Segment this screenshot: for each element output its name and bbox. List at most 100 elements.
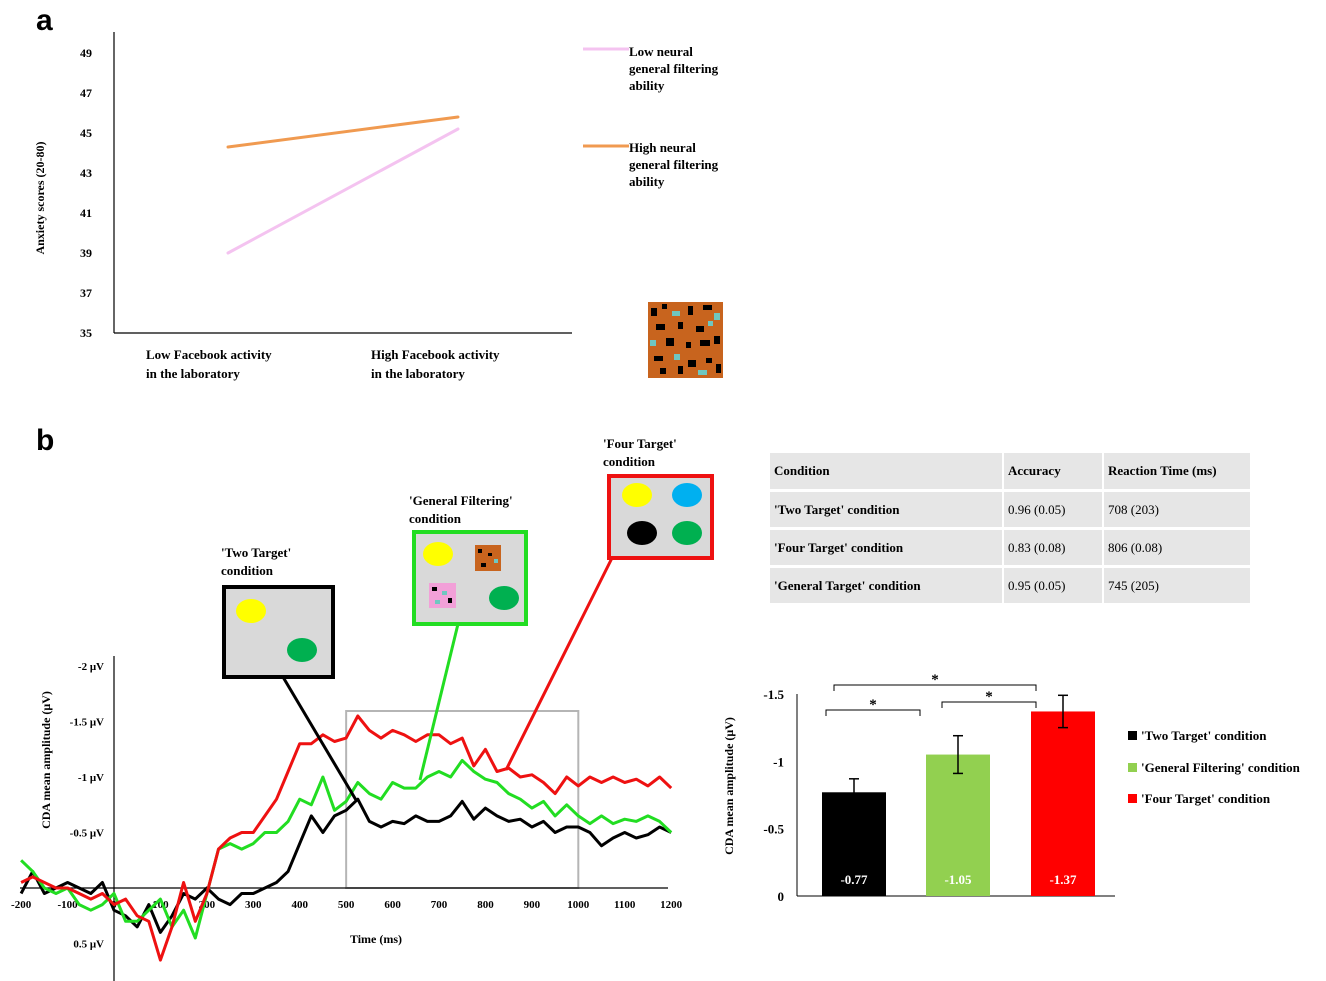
stimulus-box-two-target: [222, 585, 335, 679]
x-tick-label: 900: [524, 899, 541, 911]
table-cell: 'Two Target' condition: [770, 490, 1004, 530]
cda-waveform-chart: -200 -100 0 100 200 300 400 500 600 700 800 900 1000…: [11, 436, 714, 981]
panel-letter-a: a: [36, 4, 53, 37]
black-disc: [627, 521, 657, 545]
panel-letter-b: b: [36, 424, 55, 457]
significance-bracket: [833, 684, 1037, 691]
x-tick-label: 400: [291, 899, 308, 911]
orange-distractor-square: [475, 545, 501, 571]
x-category-label-high-line2: in the laboratory: [371, 366, 465, 381]
y-tick-label: -1.5 μV: [70, 717, 104, 729]
table-cell: 708 (203): [1103, 490, 1252, 530]
x-tick-label: -200: [11, 899, 32, 911]
y-axis-label: CDA mean amplitude (μV): [39, 691, 53, 829]
waveform-general-filtering: [20, 758, 673, 940]
x-category-label-high-line1: High Facebook activity: [371, 347, 500, 362]
stimulus-title-four-target: 'Four Target': [603, 436, 677, 451]
y-tick-label: 47: [80, 86, 92, 100]
table-row: 'Four Target' condition 0.83 (0.08) 806 …: [770, 528, 1252, 568]
y-tick-label: -2 μV: [78, 661, 104, 673]
x-tick-label: 600: [384, 899, 401, 911]
x-axis-label: Time (ms): [350, 932, 402, 946]
legend-label: 'General Filtering' condition: [1141, 760, 1301, 775]
bar: [1031, 711, 1095, 896]
x-tick-label: 300: [245, 899, 262, 911]
y-tick-label: 41: [80, 206, 92, 220]
significance-bracket: [825, 709, 921, 716]
table-header-row: Condition Accuracy Reaction Time (ms): [770, 453, 1252, 492]
x-tick-label: 500: [338, 899, 355, 911]
legend-swatch: [1128, 731, 1137, 740]
y-tick-label: 0: [778, 889, 785, 904]
bar-value-label: -0.77: [840, 872, 868, 887]
table-cell: 806 (0.08): [1103, 528, 1252, 568]
x-tick-label: 800: [477, 899, 494, 911]
y-axis-label: Anxiety scores (20-80): [33, 141, 47, 254]
waveform-two-target: [19, 797, 672, 934]
table-cell: 'Four Target' condition: [770, 528, 1004, 568]
connector-general-filtering: [418, 623, 460, 781]
table-header: Reaction Time (ms): [1103, 453, 1252, 492]
table-cell: 'General Target' condition: [770, 566, 1004, 606]
series-line-low-filtering: [226, 127, 460, 255]
significance-bracket: [941, 701, 1037, 708]
x-tick-label: 1200: [660, 899, 683, 911]
yellow-disc: [423, 542, 453, 566]
y-tick-label: -1 μV: [78, 772, 104, 784]
stimulus-box-general-filtering: [412, 530, 528, 626]
green-disc: [489, 586, 519, 610]
bar-value-label: -1.37: [1049, 872, 1077, 887]
connector-two-target: [281, 676, 358, 801]
y-axis-label: CDA mean amplitude (μV): [722, 717, 736, 855]
stimulus-box-four-target: [607, 474, 714, 560]
series-line-high-filtering: [226, 115, 460, 149]
green-disc: [672, 521, 702, 545]
table-row: 'General Target' condition 0.95 (0.05) 7…: [770, 566, 1252, 606]
legend-swatch: [1128, 763, 1137, 772]
table-cell: 0.83 (0.08): [1003, 528, 1104, 568]
stimulus-title-four-target-line2: condition: [603, 454, 656, 469]
y-tick-label: -0.5: [763, 822, 784, 837]
legend-label-low-filtering: Low neural general filtering ability: [629, 44, 719, 93]
legend-label: 'Two Target' condition: [1141, 728, 1267, 743]
bar: [926, 754, 990, 896]
y-tick-label: 35: [80, 326, 92, 340]
table-header: Condition: [770, 453, 1004, 492]
waveform-four-target: [20, 714, 673, 962]
significance-star: *: [931, 672, 939, 688]
stimulus-title-two-target-line2: condition: [221, 563, 274, 578]
cda-bar-chart: 0 -0.5 -1 -1.5 CDA mean amplitude (μV) -0.7…: [722, 672, 1301, 904]
significance-star: *: [985, 689, 993, 705]
y-tick-label: -1.5: [763, 687, 784, 702]
legend-swatch: [1128, 794, 1137, 803]
blue-disc: [672, 483, 702, 507]
connector-four-target: [504, 557, 614, 771]
yellow-disc: [236, 599, 266, 623]
results-table: Condition Accuracy Reaction Time (ms) 'T…: [770, 453, 1252, 606]
table-cell: 745 (205): [1103, 566, 1252, 606]
y-tick-label: 39: [80, 246, 92, 260]
table-header: Accuracy: [1003, 453, 1104, 492]
y-tick-label: 49: [80, 46, 92, 60]
x-tick-label: 1100: [614, 899, 636, 911]
significance-star: *: [869, 697, 877, 713]
legend-label-high-filtering: High neural general filtering ability: [629, 140, 719, 189]
filtering-stimulus-image: [648, 302, 723, 378]
x-tick-label: 1000: [567, 899, 590, 911]
x-category-label-low-line1: Low Facebook activity: [146, 347, 272, 362]
table-row: 'Two Target' condition 0.96 (0.05) 708 (…: [770, 490, 1252, 530]
table-cell: 0.95 (0.05): [1003, 566, 1104, 606]
yellow-disc: [622, 483, 652, 507]
green-disc: [287, 638, 317, 662]
stimulus-title-general-filtering: 'General Filtering': [409, 493, 513, 508]
x-tick-label: -100: [57, 899, 78, 911]
table-cell: 0.96 (0.05): [1003, 490, 1104, 530]
y-tick-label: 37: [80, 286, 92, 300]
y-tick-label: 45: [80, 126, 92, 140]
y-tick-label: -1: [773, 754, 784, 769]
bar-value-label: -1.05: [944, 872, 972, 887]
y-tick-label: 0.5 μV: [73, 939, 104, 951]
bar: [822, 792, 886, 896]
pink-distractor-square: [429, 583, 456, 608]
